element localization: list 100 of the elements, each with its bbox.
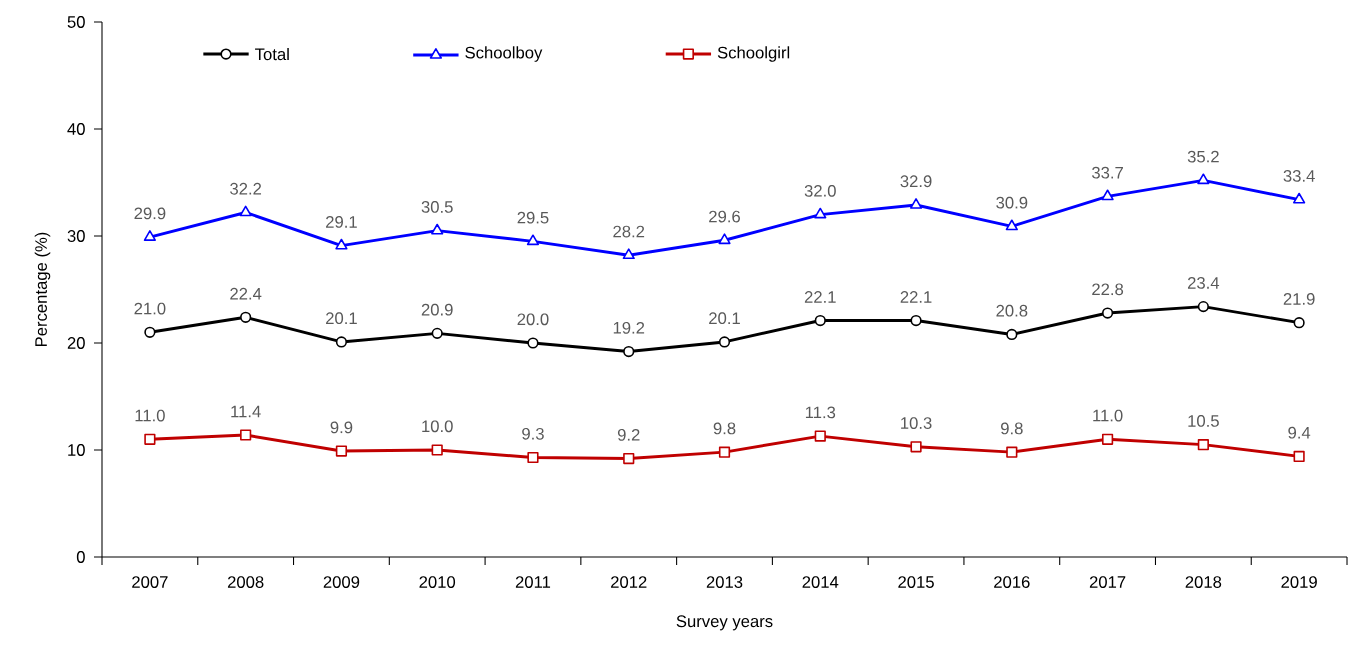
point [335,445,348,457]
data-label: 22.8 [1092,283,1124,296]
y-axis-title: Percentage (%) [34,232,51,347]
point [910,314,922,327]
data-label: 20.9 [421,303,453,316]
data-label: 22.1 [804,291,836,303]
x-tick-label: 2007 [132,576,168,588]
y-tick-label: 20 [67,337,85,349]
data-label: 29.5 [517,211,549,224]
data-label: 11.3 [805,406,836,419]
data-label: 9.8 [1001,422,1023,435]
y-tick-label: 50 [67,16,85,28]
data-label: 33.7 [1092,166,1123,179]
data-label: 20.1 [326,312,357,325]
point [1101,307,1114,319]
data-label: 22.4 [230,287,262,300]
data-label: 32.9 [900,175,932,188]
x-tick-label: 2008 [227,576,264,588]
x-tick-label: 2016 [994,576,1030,588]
data-label: 29.1 [326,216,357,228]
data-label: 30.9 [996,196,1028,209]
data-label: 9.9 [330,421,353,434]
data-label: 30.5 [421,201,453,213]
point [1197,439,1209,451]
data-label: 11.0 [135,409,165,422]
data-label: 20.8 [996,304,1028,317]
point [814,207,827,219]
data-label: 21.9 [1283,293,1315,305]
point [144,433,156,445]
point [1293,317,1305,329]
x-tick-label: 2013 [706,576,743,588]
x-tick-label: 2012 [611,576,647,588]
data-label: 28.2 [613,225,645,238]
data-label: 29.6 [709,210,740,223]
point [910,441,922,453]
point [623,345,635,358]
data-label: 9.2 [617,428,640,441]
point [1005,219,1018,231]
point [526,234,540,246]
data-label: 19.2 [613,321,645,334]
point [239,205,252,217]
legend-label: Schoolgirl [717,46,790,62]
y-tick-label: 10 [68,444,85,456]
point [1006,328,1018,341]
legend-label: Total [255,47,289,61]
legend-label: Schoolboy [465,46,543,62]
point [1197,301,1209,313]
point [1101,189,1114,201]
point [240,311,252,323]
x-tick-label: 2014 [802,576,839,588]
point [431,444,443,456]
point [814,430,826,442]
point [335,238,348,250]
point [622,248,635,260]
data-label: 20.0 [517,313,549,326]
point [527,451,539,464]
data-label: 35.2 [1187,150,1219,163]
point [240,429,252,441]
y-tick-label: 40 [67,123,85,135]
x-tick-label: 2017 [1089,576,1126,588]
point [623,452,635,465]
x-tick-label: 2009 [323,576,360,588]
point [527,337,539,349]
point [1101,433,1114,445]
x-tick-label: 2019 [1281,576,1317,588]
data-label: 9.8 [713,422,736,435]
data-label: 9.3 [522,427,544,440]
point [1293,450,1305,463]
data-label: 10.5 [1188,415,1219,427]
point [814,314,826,327]
data-label: 29.9 [134,207,166,220]
data-label: 9.4 [1288,426,1311,439]
x-tick-label: 2018 [1185,576,1222,588]
data-label: 20.1 [709,312,740,325]
point [1006,446,1018,458]
x-axis-title: Survey years [676,615,773,631]
x-tick-label: 2015 [898,576,934,588]
point [335,336,348,348]
point [431,223,444,235]
data-label: 11.4 [231,405,261,418]
data-label: 10.0 [422,420,453,433]
data-label: 22.1 [900,291,932,303]
point [431,327,443,339]
data-label: 21.0 [134,302,166,315]
point [718,336,731,348]
point [1197,173,1210,185]
x-tick-label: 2011 [515,576,551,588]
point [143,230,156,241]
point [718,233,731,245]
point [144,326,156,338]
y-tick-label: 30 [67,230,85,242]
point [1293,192,1306,204]
point [718,446,731,458]
y-tick-label: 0 [76,551,85,563]
x-tick-label: 2010 [419,576,456,588]
data-label: 33.4 [1283,170,1315,182]
data-label: 23.4 [1187,277,1220,289]
data-label: 32.2 [230,182,262,195]
point [909,198,923,209]
data-label: 11.0 [1093,409,1123,422]
